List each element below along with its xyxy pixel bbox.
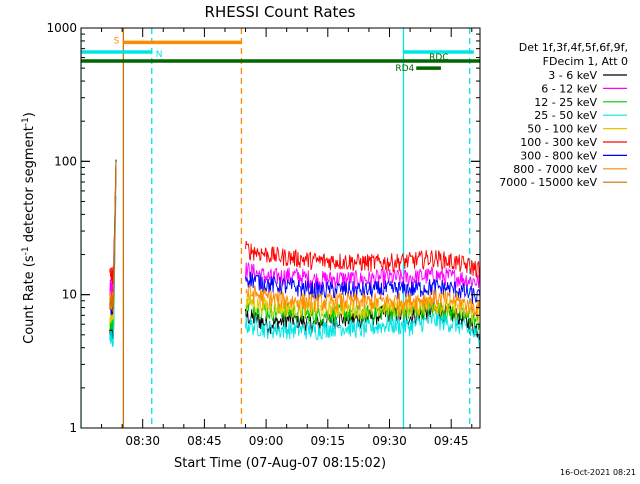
flag-label: N: [156, 50, 163, 60]
legend-item-label: 800 - 7000 keV: [513, 163, 597, 176]
series-line-main: [245, 293, 480, 324]
legend-item-label: 300 - 800 keV: [520, 149, 597, 162]
x-tick-label: 09:45: [434, 434, 469, 448]
y-axis-label-mid: detector segment: [22, 126, 37, 246]
chart-title: RHESSI Count Rates: [205, 3, 356, 21]
legend-header-line-2: FDecim 1, Att 0: [543, 55, 628, 68]
flag-label: S: [114, 36, 120, 46]
y-axis-label: Count Rate (s-1 detector segment-1): [21, 112, 37, 344]
legend-item-label: 6 - 12 keV: [541, 82, 597, 95]
plot-frame: [80, 27, 481, 429]
data-series-layer: [109, 159, 480, 348]
series-line-main: [245, 240, 480, 279]
y-tick-label: 10: [62, 288, 77, 302]
x-axis-label: Start Time (07-Aug-07 08:15:02): [174, 456, 386, 471]
series-line-main: [245, 271, 480, 305]
x-tick-label: 09:00: [249, 434, 284, 448]
y-axis-label-sup2: -1: [21, 117, 31, 126]
vertical-marker-lines: [81, 28, 471, 428]
y-tick-label: 1: [69, 421, 77, 435]
legend-item-label: 25 - 50 keV: [534, 109, 597, 122]
legend-item-label: 50 - 100 keV: [527, 123, 597, 136]
legend-item-label: 7000 - 15000 keV: [499, 176, 597, 189]
legend-item-label: 3 - 6 keV: [548, 69, 597, 82]
footer-timestamp: 16-Oct-2021 08:21: [560, 468, 636, 477]
x-axis-ticks: 08:30 08:45 09:00 09:15 09:30 09:45: [80, 28, 473, 448]
legend: Det 1f,3f,4f,5f,6f,9f, FDecim 1, Att 0 3…: [499, 41, 628, 189]
x-tick-label: 09:30: [372, 434, 407, 448]
series-line-main: [245, 283, 480, 317]
y-axis-label-main: Count Rate (s: [22, 255, 37, 344]
flag-label: RDC: [429, 53, 448, 63]
series-line-main: [245, 311, 480, 348]
legend-item-label: 12 - 25 keV: [534, 96, 597, 109]
flag-bars-layer: S N RDC RD4: [81, 36, 480, 74]
y-axis-label-end: ): [22, 112, 37, 117]
legend-header-line-1: Det 1f,3f,4f,5f,6f,9f,: [519, 41, 628, 54]
y-tick-label: 100: [54, 154, 77, 168]
y-tick-label: 1000: [46, 21, 77, 35]
x-tick-label: 08:30: [125, 434, 160, 448]
legend-item-label: 100 - 300 keV: [520, 136, 597, 149]
series-line-pre: [109, 162, 117, 312]
x-tick-label: 09:15: [311, 434, 346, 448]
y-axis-label-sup1: -1: [21, 246, 31, 255]
y-axis-ticks: 1 10 100 1000: [46, 21, 480, 435]
x-tick-label: 08:45: [187, 434, 222, 448]
flag-label: RD4: [395, 64, 414, 74]
